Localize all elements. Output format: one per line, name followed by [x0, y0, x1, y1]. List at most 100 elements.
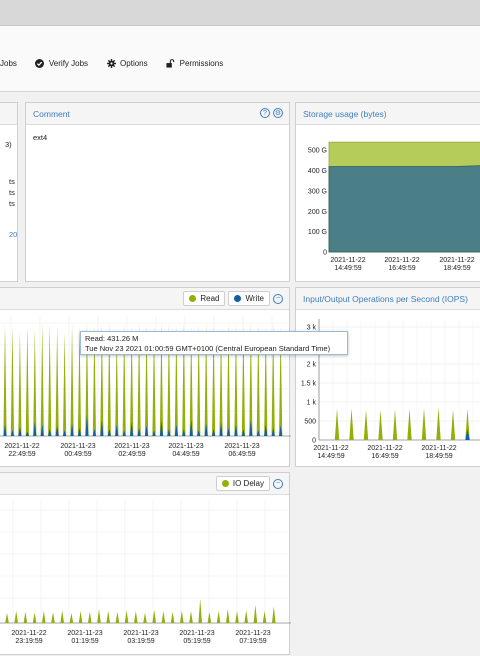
read-spike [18, 332, 22, 436]
read-spike [334, 408, 340, 440]
iops-title: Input/Output Operations per Second (IOPS… [303, 294, 468, 304]
write-spike [241, 429, 245, 436]
used-area [328, 165, 480, 253]
legend-io-delay-label: IO Delay [232, 479, 264, 488]
write-spike [279, 425, 283, 436]
io-delay-spike [69, 613, 74, 623]
write-spike [226, 427, 231, 436]
y-tick-label: 100 G [308, 229, 327, 236]
write-color-dot [234, 295, 242, 302]
x-tick-label: 22:49:59 [8, 451, 35, 458]
check-circle-icon [35, 58, 45, 68]
x-tick-label: 2021-11-22 [367, 445, 402, 452]
io-delay-spike [60, 610, 64, 623]
help-icon[interactable]: ? [260, 108, 270, 118]
write-spike [249, 419, 253, 436]
read-spike [349, 408, 354, 440]
tooltip-value: Read: 431.26 M [85, 334, 139, 343]
read-spike [249, 323, 253, 436]
x-tick-label: 03:19:59 [127, 638, 154, 645]
read-spike [115, 332, 119, 436]
gear-icon [106, 58, 116, 68]
write-spike [189, 419, 193, 436]
read-spike [182, 323, 186, 436]
io-delay-spike [180, 610, 184, 623]
legend-io-delay-toggle[interactable]: IO Delay [215, 476, 270, 491]
y-tick-label: 200 G [308, 209, 327, 216]
comment-panel: Comment ? ⚙ ext4 [25, 102, 290, 282]
read-spike [107, 323, 111, 436]
y-tick-label: 500 G [308, 148, 327, 155]
io-delay-spike [244, 610, 248, 623]
verify-jobs-label: Verify Jobs [48, 58, 89, 68]
read-spike [144, 324, 149, 436]
permissions-button[interactable]: Permissions [166, 58, 223, 68]
write-spike [18, 426, 22, 436]
io-delay-panel: IO Delay − 2021-11-22 23:19:59 2021-11-23 0… [0, 472, 291, 655]
read-spike [465, 408, 470, 440]
write-spike [85, 415, 89, 436]
io-delay-spike [124, 610, 129, 623]
read-spike [122, 324, 126, 436]
x-tick-label: 2021-11-22 [11, 630, 46, 637]
x-tick-label: 23:19:59 [15, 638, 42, 645]
y-tick-label: 0 [323, 250, 327, 257]
verify-jobs-button[interactable]: Verify Jobs [35, 58, 88, 68]
read-spike [378, 409, 383, 440]
io-delay-spike [134, 611, 138, 623]
minus-circle-icon[interactable]: − [273, 478, 283, 489]
jobs-button[interactable]: Jobs [0, 59, 17, 68]
write-spike [107, 429, 111, 436]
read-spike [189, 325, 193, 436]
summary-fragment: ts [9, 188, 15, 197]
x-tick-label: 2021-11-23 [179, 630, 214, 637]
read-spike [421, 408, 427, 440]
read-spike [271, 323, 275, 436]
x-tick-label: 2021-11-22 [439, 257, 474, 264]
read-spike [279, 326, 283, 436]
read-spike [167, 324, 171, 436]
read-spike [137, 323, 141, 436]
x-tick-label: 2021-11-23 [168, 443, 203, 450]
gear-icon[interactable]: ⚙ [273, 108, 283, 118]
y-tick-label: 1.5 k [301, 381, 317, 388]
y-tick-label: 2 k [307, 362, 317, 369]
read-spike [264, 325, 268, 436]
read-spike [33, 329, 37, 436]
y-tick-label: 400 G [308, 168, 327, 175]
x-tick-label: 14:49:59 [334, 265, 361, 272]
io-delay-spike [88, 611, 92, 623]
write-spike [122, 430, 126, 436]
read-spike [204, 323, 208, 436]
legend-write-toggle[interactable]: Write [228, 291, 270, 306]
read-spike [92, 325, 96, 436]
disk-io-chart: 2021-11-2222:49:592021-11-2300:49:592021… [0, 315, 291, 458]
y-tick-label: 500 [304, 419, 316, 426]
y-tick-label: 0 [312, 438, 316, 445]
x-tick-label: 2021-11-22 [421, 445, 456, 452]
options-button[interactable]: Options [106, 58, 148, 68]
read-spike [70, 324, 74, 436]
x-tick-label: 2021-11-23 [60, 443, 95, 450]
write-spike [92, 429, 96, 436]
disk-io-panel: Read Write − 2021-11-22 22:49:59 2021-11-2… [0, 287, 291, 467]
read-spike [130, 325, 134, 436]
legend-read-toggle[interactable]: Read [183, 291, 226, 306]
comment-panel-title: Comment [33, 109, 70, 119]
options-label: Options [120, 58, 148, 68]
x-tick-label: 2021-11-23 [114, 443, 149, 450]
storage-usage-title: Storage usage (bytes) [303, 109, 387, 119]
read-spike [436, 407, 441, 440]
read-spike [85, 323, 89, 436]
write-spike [174, 424, 178, 436]
storage-usage-panel: Storage usage (bytes) 0 100 G 200 G 300 G 40… [295, 102, 480, 282]
read-color-dot [189, 295, 197, 302]
x-tick-label: 16:49:59 [388, 265, 415, 272]
io-delay-spike [216, 611, 221, 623]
minus-circle-icon[interactable]: − [273, 293, 283, 304]
x-tick-label: 2021-11-23 [235, 630, 270, 637]
x-tick-label: 02:49:59 [118, 451, 145, 458]
x-tick-label: 18:49:59 [425, 453, 452, 460]
read-spike [55, 326, 59, 436]
